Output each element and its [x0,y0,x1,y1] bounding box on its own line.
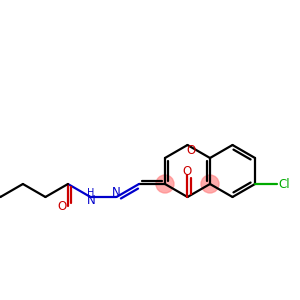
Text: Cl: Cl [278,178,290,190]
Text: O: O [183,165,192,178]
Text: N: N [87,194,96,206]
Text: H: H [87,188,94,198]
Text: O: O [187,143,196,157]
Text: O: O [57,200,67,213]
Circle shape [201,175,219,193]
Circle shape [156,175,174,193]
Text: N: N [112,187,121,200]
